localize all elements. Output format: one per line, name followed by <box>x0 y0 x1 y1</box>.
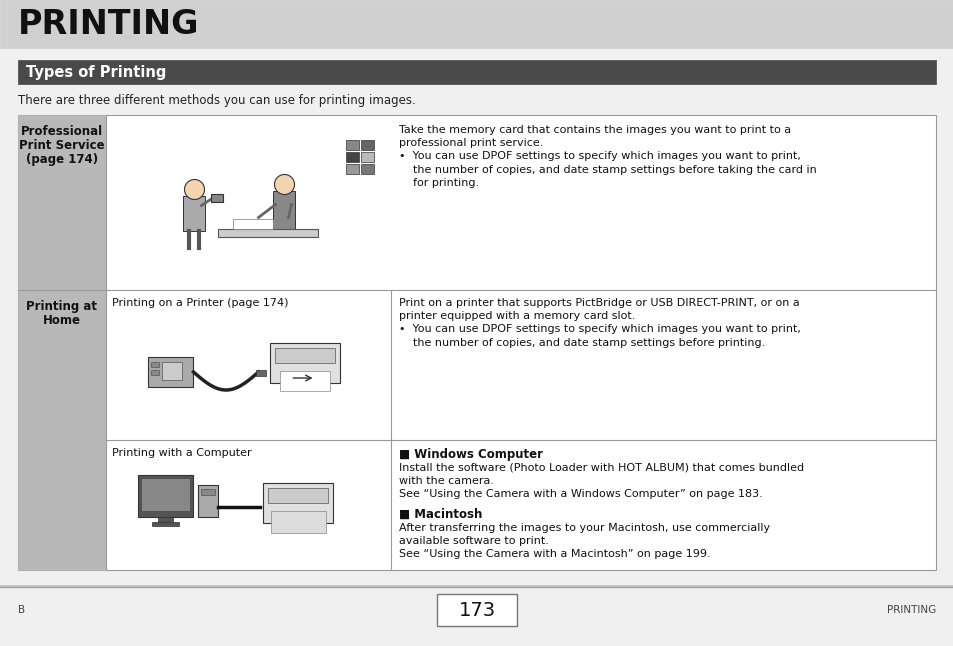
Bar <box>141 478 191 511</box>
Bar <box>271 343 340 383</box>
Text: Printing on a Printer (page 174): Printing on a Printer (page 174) <box>112 298 288 308</box>
Bar <box>158 517 173 522</box>
Text: Printing with a Computer: Printing with a Computer <box>112 448 252 458</box>
Bar <box>152 370 159 375</box>
Text: Print Service: Print Service <box>19 139 105 152</box>
Bar <box>360 140 374 150</box>
Bar <box>18 115 935 570</box>
Bar <box>346 140 358 150</box>
Bar <box>0 585 953 587</box>
Bar <box>233 218 274 229</box>
Bar <box>0 588 953 646</box>
Text: 173: 173 <box>458 601 495 620</box>
Text: Take the memory card that contains the images you want to print to a
professiona: Take the memory card that contains the i… <box>398 125 816 188</box>
Text: Professional: Professional <box>21 125 103 138</box>
Text: Types of Printing: Types of Printing <box>26 65 166 79</box>
Bar <box>263 483 334 523</box>
Text: Print on a printer that supports PictBridge or USB DIRECT-PRINT, or on a
printer: Print on a printer that supports PictBri… <box>398 298 800 348</box>
Bar <box>0 587 953 588</box>
Text: Home: Home <box>43 314 81 327</box>
Bar <box>198 485 218 517</box>
Bar <box>183 196 205 231</box>
Bar <box>280 371 330 391</box>
Bar <box>18 60 935 84</box>
Bar <box>346 152 358 162</box>
Text: Printing at: Printing at <box>27 300 97 313</box>
Bar <box>218 229 318 236</box>
Bar <box>201 489 215 495</box>
Text: (page 174): (page 174) <box>26 153 98 166</box>
Bar <box>149 357 193 387</box>
Text: ■ Windows Computer: ■ Windows Computer <box>398 448 542 461</box>
Text: PRINTING: PRINTING <box>18 8 199 41</box>
Bar <box>162 362 182 380</box>
Bar <box>256 370 266 376</box>
Text: ■ Macintosh: ■ Macintosh <box>398 508 482 521</box>
Text: B: B <box>18 605 25 615</box>
Bar <box>274 191 295 229</box>
Bar <box>152 362 159 367</box>
Bar <box>0 0 953 48</box>
Circle shape <box>184 180 204 200</box>
Bar <box>272 511 326 533</box>
Bar <box>360 164 374 174</box>
Text: After transferring the images to your Macintosh, use commercially
available soft: After transferring the images to your Ma… <box>398 523 769 559</box>
Bar <box>138 475 193 517</box>
Text: PRINTING: PRINTING <box>886 605 935 615</box>
Bar <box>346 164 358 174</box>
Bar <box>275 348 335 363</box>
Bar <box>436 594 517 626</box>
Circle shape <box>274 174 294 194</box>
Bar <box>152 522 179 526</box>
Bar <box>18 115 106 570</box>
Text: Install the software (Photo Loader with HOT ALBUM) that comes bundled
with the c: Install the software (Photo Loader with … <box>398 463 803 499</box>
Bar <box>360 152 374 162</box>
Bar <box>268 488 328 503</box>
Text: There are three different methods you can use for printing images.: There are three different methods you ca… <box>18 94 416 107</box>
Bar <box>212 194 223 202</box>
